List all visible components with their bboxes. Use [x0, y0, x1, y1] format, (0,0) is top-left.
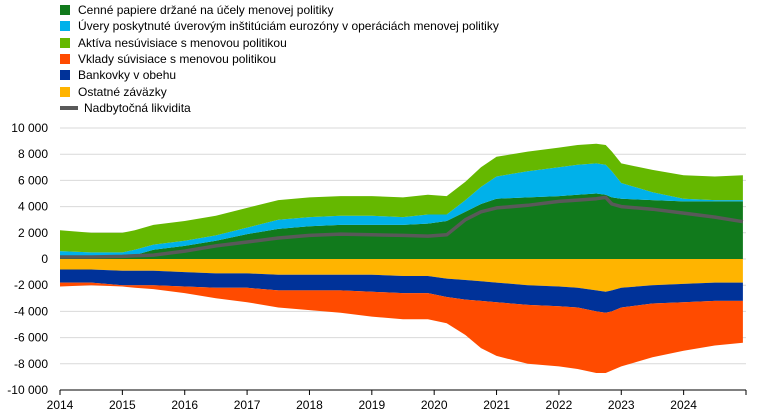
y-tick-label: -8 000	[14, 357, 48, 371]
x-tick-label: 2016	[171, 398, 198, 412]
y-tick-label: 0	[41, 252, 48, 266]
y-tick-label: 8 000	[18, 147, 48, 161]
legend-label: Ostatné záväzky	[78, 84, 167, 99]
legend-label: Cenné papiere držané na účely menovej po…	[78, 3, 334, 18]
x-tick-label: 2024	[670, 398, 697, 412]
legend-label: Vklady súvisiace s menovou politikou	[78, 52, 277, 67]
area-series	[60, 269, 743, 313]
x-tick-label: 2014	[47, 398, 74, 412]
y-tick-label: 2 000	[18, 226, 48, 240]
legend-swatch	[60, 70, 70, 81]
legend-label: Nadbytočná likvidita	[84, 100, 191, 115]
y-tick-label: 6 000	[18, 173, 48, 187]
area-series	[60, 282, 743, 373]
x-tick-label: 2020	[421, 398, 448, 412]
area-series	[60, 163, 743, 258]
x-tick-label: 2022	[546, 398, 573, 412]
legend-swatch	[60, 86, 70, 97]
x-tick-label: 2015	[109, 398, 136, 412]
y-tick-label: -4 000	[14, 304, 48, 318]
legend-item: Aktíva nesúvisiace s menovou politikou	[60, 35, 499, 51]
y-tick-label: 4 000	[18, 200, 48, 214]
x-tick-label: 2017	[234, 398, 261, 412]
x-tick-label: 2021	[483, 398, 510, 412]
legend-label: Úvery poskytnuté úverovým inštitúciám eu…	[78, 19, 499, 34]
line-series	[60, 195, 744, 259]
x-tick-label: 2018	[296, 398, 323, 412]
y-tick-label: -10 000	[7, 383, 48, 397]
chart-legend: Cenné papiere držané na účely menovej po…	[60, 2, 499, 116]
legend-item: Nadbytočná likvidita	[60, 100, 499, 116]
y-tick-label: -2 000	[14, 278, 48, 292]
legend-item: Ostatné záväzky	[60, 83, 499, 99]
area-series	[60, 259, 743, 292]
legend-item: Úvery poskytnuté úverovým inštitúciám eu…	[60, 18, 499, 34]
legend-item: Cenné papiere držané na účely menovej po…	[60, 2, 499, 18]
legend-swatch	[60, 21, 70, 32]
legend-swatch	[60, 54, 70, 65]
legend-label: Bankovky v obehu	[78, 68, 177, 83]
legend-swatch	[60, 105, 78, 110]
y-tick-label: -6 000	[14, 331, 48, 345]
legend-item: Vklady súvisiace s menovou politikou	[60, 51, 499, 67]
legend-swatch	[60, 5, 70, 16]
legend-label: Aktíva nesúvisiace s menovou politikou	[78, 35, 287, 50]
legend-swatch	[60, 37, 70, 48]
x-tick-label: 2023	[608, 398, 635, 412]
y-tick-label: 10 000	[11, 121, 48, 135]
legend-item: Bankovky v obehu	[60, 67, 499, 83]
x-tick-label: 2019	[358, 398, 385, 412]
area-series	[60, 143, 743, 253]
